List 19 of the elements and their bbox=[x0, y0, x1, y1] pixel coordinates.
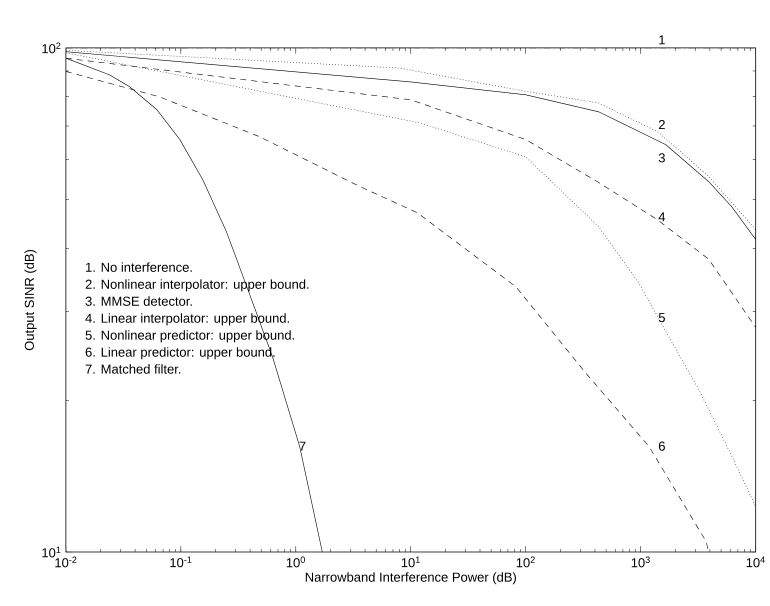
x-tick-label: 10$^{1}$ bbox=[402, 556, 420, 568]
y-axis-title: Output SINR (dB) bbox=[24, 250, 37, 350]
annotation: 1. No interference. bbox=[86, 262, 192, 272]
x-tick-label: 10$^{-2}$ bbox=[55, 556, 76, 568]
x-tick-label: 10$^{-1}$ bbox=[170, 556, 192, 568]
series-label: 4 bbox=[658, 212, 666, 222]
annotation: 3. MMSE detector. bbox=[86, 296, 192, 306]
x-tick-label: 10$^{0}$ bbox=[286, 556, 305, 568]
x-axis-title: Narrowband Interference Power (dB) bbox=[306, 572, 516, 584]
series-label: 7 bbox=[300, 442, 306, 451]
x-tick-label: 10$^{4}$ bbox=[746, 556, 765, 568]
series-label: 3 bbox=[658, 153, 665, 162]
series-label: 6 bbox=[658, 442, 665, 451]
series-label: 5 bbox=[658, 313, 665, 322]
series-label: 2 bbox=[658, 120, 665, 130]
series-label: 1 bbox=[659, 35, 665, 44]
x-tick-label: 10$^{3}$ bbox=[632, 556, 650, 568]
x-tick-label: 10$^{2}$ bbox=[516, 556, 535, 568]
annotation: 7. Matched filter. bbox=[86, 364, 180, 374]
